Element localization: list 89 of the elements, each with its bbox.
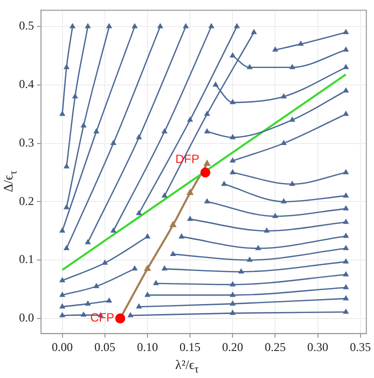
- y-tick-label: 0.0: [19, 310, 34, 325]
- point: [115, 313, 126, 324]
- x-tick-label: 0.20: [222, 340, 244, 354]
- point: [290, 181, 295, 186]
- point: [94, 283, 99, 288]
- x-tick-label: 0.25: [264, 340, 286, 354]
- point: [132, 24, 138, 28]
- point: [85, 300, 90, 306]
- point: [343, 258, 348, 264]
- point: [60, 292, 65, 297]
- x-tick-label: 0.10: [136, 340, 158, 354]
- point: [230, 282, 236, 286]
- point: [132, 266, 138, 271]
- point: [272, 213, 278, 218]
- point: [281, 140, 286, 146]
- x-tick-label: 0.35: [350, 340, 371, 354]
- point: [187, 117, 193, 122]
- y-tick-label: 0.4: [19, 77, 34, 92]
- x-tick-label: 0.05: [94, 340, 116, 354]
- point: [222, 181, 227, 186]
- point: [343, 192, 348, 198]
- point: [170, 251, 176, 256]
- point: [234, 24, 240, 28]
- x-tick-label: 0.00: [52, 340, 73, 354]
- point: [128, 312, 133, 318]
- annotation: CFP: [90, 310, 114, 325]
- y-tick-label: 0.2: [19, 194, 34, 208]
- point: [343, 284, 348, 290]
- point: [136, 210, 142, 216]
- point: [230, 52, 236, 58]
- point: [144, 234, 150, 238]
- point: [106, 24, 112, 28]
- point: [281, 94, 286, 98]
- point: [64, 204, 70, 210]
- point: [64, 164, 70, 168]
- point: [144, 292, 150, 297]
- point: [343, 296, 348, 300]
- point: [208, 24, 214, 28]
- point: [60, 304, 65, 308]
- point: [230, 300, 236, 306]
- point: [70, 24, 76, 28]
- y-tick-label: 0.1: [19, 252, 34, 266]
- point: [343, 233, 348, 238]
- point: [343, 170, 348, 174]
- point: [343, 272, 348, 276]
- point: [281, 198, 286, 204]
- point: [162, 192, 168, 198]
- point: [94, 128, 99, 134]
- x-tick-label: 0.15: [180, 340, 201, 354]
- point: [230, 292, 236, 297]
- point: [162, 266, 168, 271]
- point: [230, 134, 236, 140]
- point: [72, 94, 78, 98]
- point: [60, 111, 65, 116]
- x-tick-label: 0.30: [307, 340, 328, 354]
- point: [298, 41, 304, 46]
- point: [204, 128, 210, 134]
- x-axis-title: λ²/ϵ$_{τ}$: [174, 357, 200, 376]
- point: [230, 158, 236, 163]
- point: [343, 206, 348, 210]
- point: [102, 260, 108, 265]
- point: [230, 170, 236, 174]
- point: [64, 64, 70, 70]
- point: [204, 198, 210, 204]
- point: [178, 234, 184, 238]
- point: [85, 240, 90, 244]
- point: [81, 122, 86, 128]
- point: [187, 216, 193, 221]
- point: [204, 111, 210, 116]
- point: [60, 312, 65, 318]
- point: [230, 310, 236, 315]
- point: [136, 304, 142, 308]
- y-tick-label: 0.5: [19, 18, 34, 33]
- point: [162, 128, 168, 134]
- point: [136, 134, 142, 140]
- point: [238, 268, 244, 274]
- point: [158, 24, 163, 28]
- point: [343, 309, 348, 314]
- point: [200, 167, 210, 178]
- point: [247, 257, 252, 262]
- y-tick-label: 0.3: [19, 135, 34, 150]
- point: [183, 24, 188, 28]
- point: [343, 88, 348, 93]
- point: [85, 24, 90, 28]
- point: [60, 278, 65, 282]
- point: [290, 117, 295, 122]
- point: [343, 219, 348, 224]
- point: [343, 111, 348, 116]
- point: [110, 140, 116, 146]
